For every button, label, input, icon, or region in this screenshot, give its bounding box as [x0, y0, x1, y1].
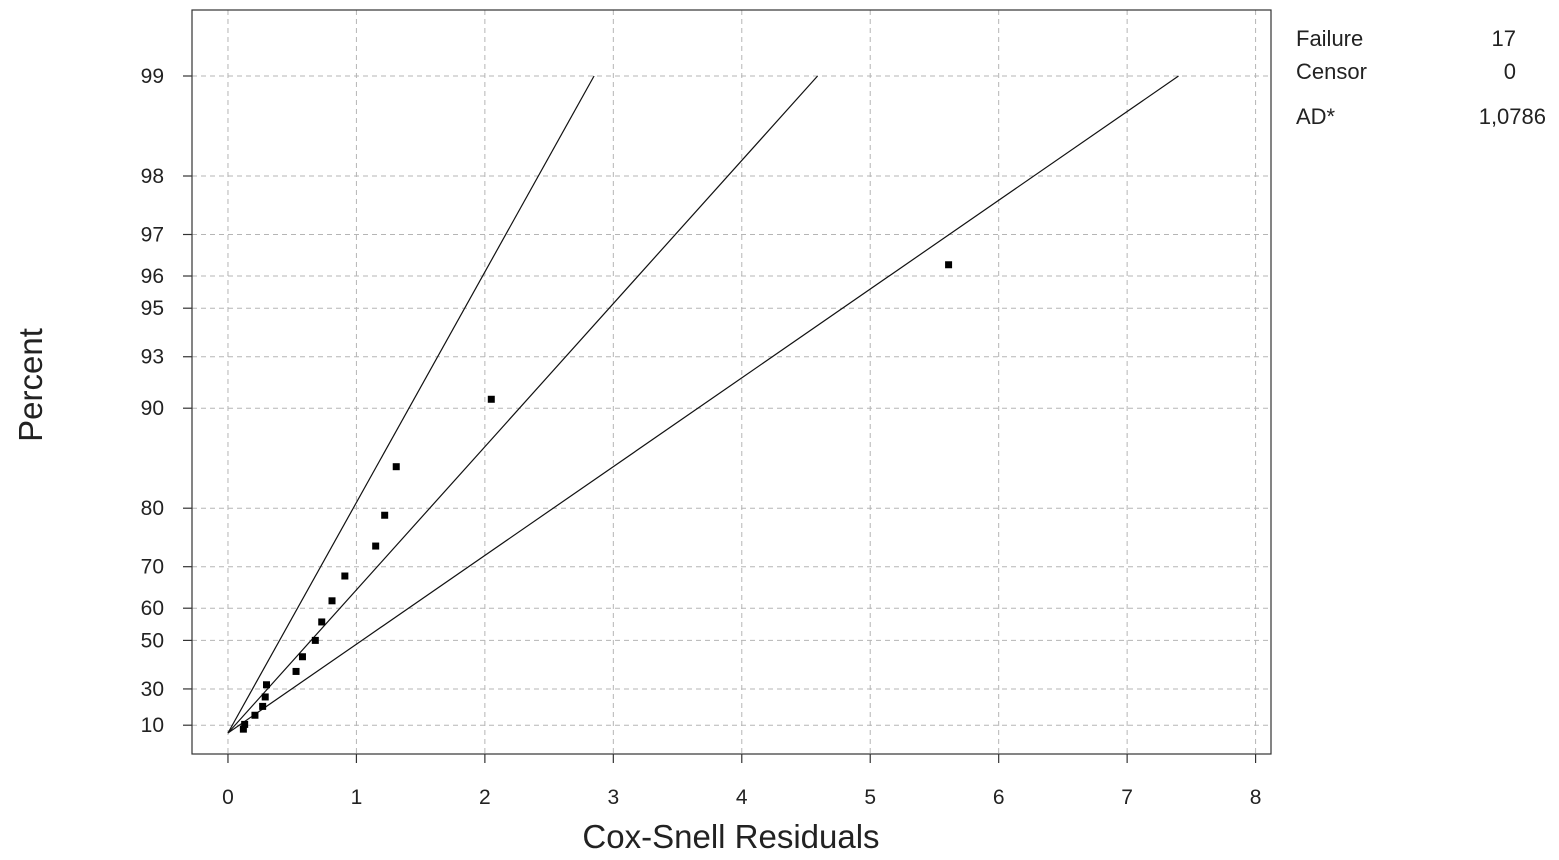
- data-point-11: [328, 597, 336, 605]
- stat-failure-value: 17: [1491, 26, 1516, 51]
- y-tick-label: 98: [141, 165, 164, 188]
- x-tick-label: 8: [1250, 786, 1262, 809]
- data-point-12: [341, 572, 349, 580]
- y-tick-label: 10: [141, 714, 164, 737]
- fit-line-2: [227, 75, 819, 734]
- data-point-2: [241, 720, 249, 728]
- y-tick-label: 50: [141, 629, 164, 652]
- grid-lines: [192, 10, 1271, 754]
- x-tick-label: 2: [479, 786, 491, 809]
- y-axis-title: Percent: [12, 328, 49, 442]
- y-tick-label: 30: [141, 678, 164, 701]
- x-axis-title: Cox-Snell Residuals: [582, 818, 879, 855]
- data-point-15: [392, 463, 400, 471]
- data-point-4: [259, 702, 267, 710]
- y-tick-label: 96: [141, 265, 164, 288]
- stat-censor: Censor 0: [1296, 59, 1528, 87]
- x-tick-label: 5: [864, 786, 876, 809]
- x-tick-label: 0: [222, 786, 234, 809]
- stat-failure: Failure 17: [1296, 26, 1528, 54]
- plot-frame: [191, 9, 1272, 755]
- data-point-16: [487, 395, 495, 403]
- data-point-5: [261, 693, 269, 701]
- y-axis-ticks: 10 30 50 60 70 80 90 93 95 96 97 98 99: [141, 65, 192, 737]
- x-tick-label: 4: [736, 786, 748, 809]
- y-tick-label: 70: [141, 556, 164, 579]
- fit-line-3: [227, 75, 1179, 734]
- stat-ad-value: 1,0786: [1478, 104, 1546, 129]
- data-point-10: [318, 618, 326, 626]
- stat-censor-value: 0: [1503, 59, 1516, 84]
- x-tick-label: 6: [993, 786, 1005, 809]
- data-point-6: [263, 681, 271, 689]
- y-tick-label: 60: [141, 597, 164, 620]
- data-point-3: [251, 711, 259, 719]
- stat-censor-label: Censor: [1296, 59, 1367, 84]
- fit-line-1: [227, 75, 595, 734]
- y-tick-label: 97: [141, 223, 164, 246]
- x-tick-label: 1: [351, 786, 363, 809]
- y-tick-label: 93: [141, 346, 164, 369]
- data-point-9: [311, 636, 319, 644]
- data-point-14: [381, 511, 389, 519]
- x-axis-ticks: 0 1 2 3 4 5 6 7 8: [222, 754, 1261, 809]
- stat-ad: AD* 1,0786: [1296, 104, 1546, 132]
- data-points: [239, 261, 953, 733]
- data-point-7: [292, 667, 300, 675]
- data-point-8: [298, 653, 306, 661]
- x-tick-label: 3: [607, 786, 619, 809]
- data-point-1: [239, 725, 247, 733]
- x-tick-label: 7: [1121, 786, 1133, 809]
- fit-lines: [227, 75, 1179, 734]
- y-tick-label: 80: [141, 497, 164, 520]
- data-point-17: [945, 261, 953, 269]
- stat-failure-label: Failure: [1296, 26, 1364, 51]
- stat-ad-label: AD*: [1296, 104, 1336, 129]
- y-tick-label: 95: [141, 297, 164, 320]
- y-tick-label: 90: [141, 397, 164, 420]
- data-point-13: [372, 542, 380, 550]
- y-tick-label: 99: [141, 65, 164, 88]
